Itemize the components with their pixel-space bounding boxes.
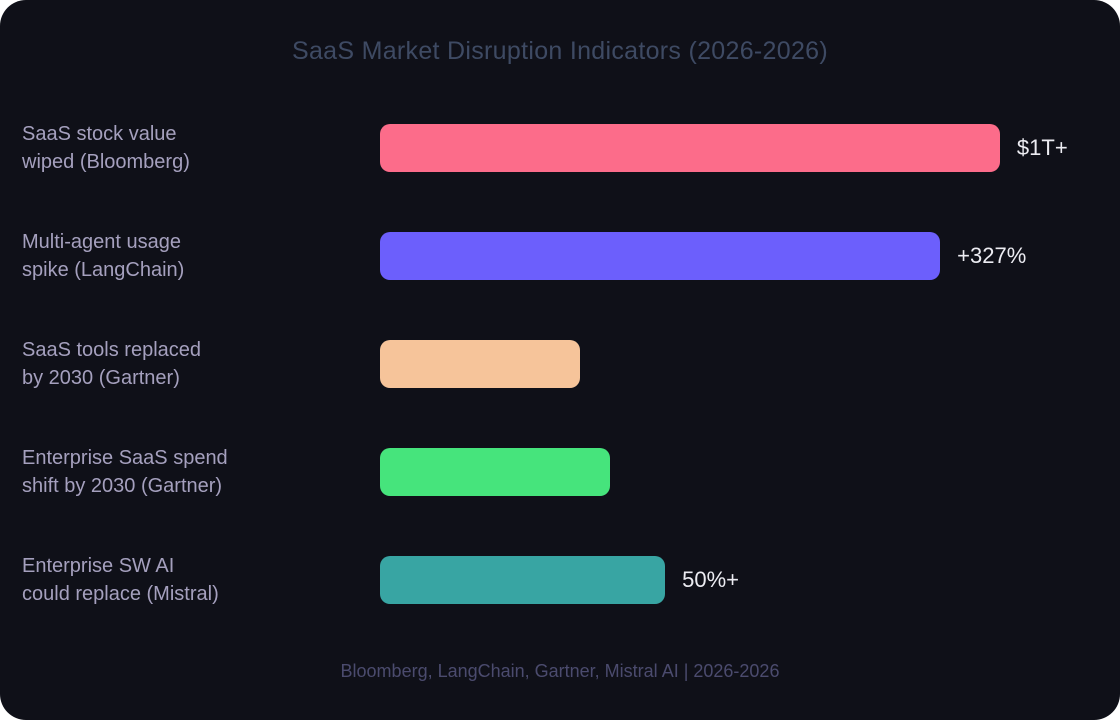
bar-value-label: 50%+ [682, 567, 739, 592]
chart-row: Multi-agent usage spike (LangChain) +327… [0, 202, 1120, 310]
category-label-line2: wiped (Bloomberg) [22, 151, 190, 173]
category-label-line1: SaaS tools replaced [22, 339, 202, 361]
category-label-line1: Multi-agent usage [22, 231, 181, 253]
bar-saas-tools-replaced [380, 340, 581, 388]
category-label: SaaS stock value wiped (Bloomberg) [0, 120, 380, 176]
bar-enterprise-saas-spend [380, 448, 610, 496]
bar-area: $1T+ [380, 124, 1100, 172]
chart-title: SaaS Market Disruption Indicators (2026-… [292, 37, 828, 65]
bar-saas-stock-value [380, 124, 1000, 172]
bar-area [380, 448, 1100, 496]
bar-chart: SaaS stock value wiped (Bloomberg) $1T+ … [0, 94, 1120, 634]
category-label-line1: Enterprise SW AI [22, 555, 175, 577]
source-note: Bloomberg, LangChain, Gartner, Mistral A… [340, 661, 780, 681]
category-label-line2: could replace (Mistral) [22, 583, 219, 605]
category-label-line2: spike (LangChain) [22, 259, 185, 281]
category-label: Multi-agent usage spike (LangChain) [0, 228, 380, 284]
bar-multi-agent-usage [380, 232, 941, 280]
bar-value-label: +327% [957, 243, 1027, 268]
bar-area: +327% [380, 232, 1100, 280]
category-label-line2: by 2030 (Gartner) [22, 367, 180, 389]
chart-row: SaaS tools replaced by 2030 (Gartner) [0, 310, 1120, 418]
chart-row: Enterprise SaaS spend shift by 2030 (Gar… [0, 418, 1120, 526]
category-label-line2: shift by 2030 (Gartner) [22, 475, 223, 497]
category-label-line1: Enterprise SaaS spend [22, 447, 228, 469]
bar-enterprise-sw-ai [380, 556, 666, 604]
chart-row: Enterprise SW AI could replace (Mistral)… [0, 526, 1120, 634]
category-label: Enterprise SW AI could replace (Mistral) [0, 552, 380, 608]
category-label-line1: SaaS stock value [22, 123, 177, 145]
category-label: Enterprise SaaS spend shift by 2030 (Gar… [0, 444, 380, 500]
bar-area [380, 340, 1100, 388]
chart-row: SaaS stock value wiped (Bloomberg) $1T+ [0, 94, 1120, 202]
category-label: SaaS tools replaced by 2030 (Gartner) [0, 336, 380, 392]
bar-value-label: $1T+ [1016, 135, 1068, 160]
bar-area: 50%+ [380, 556, 1100, 604]
